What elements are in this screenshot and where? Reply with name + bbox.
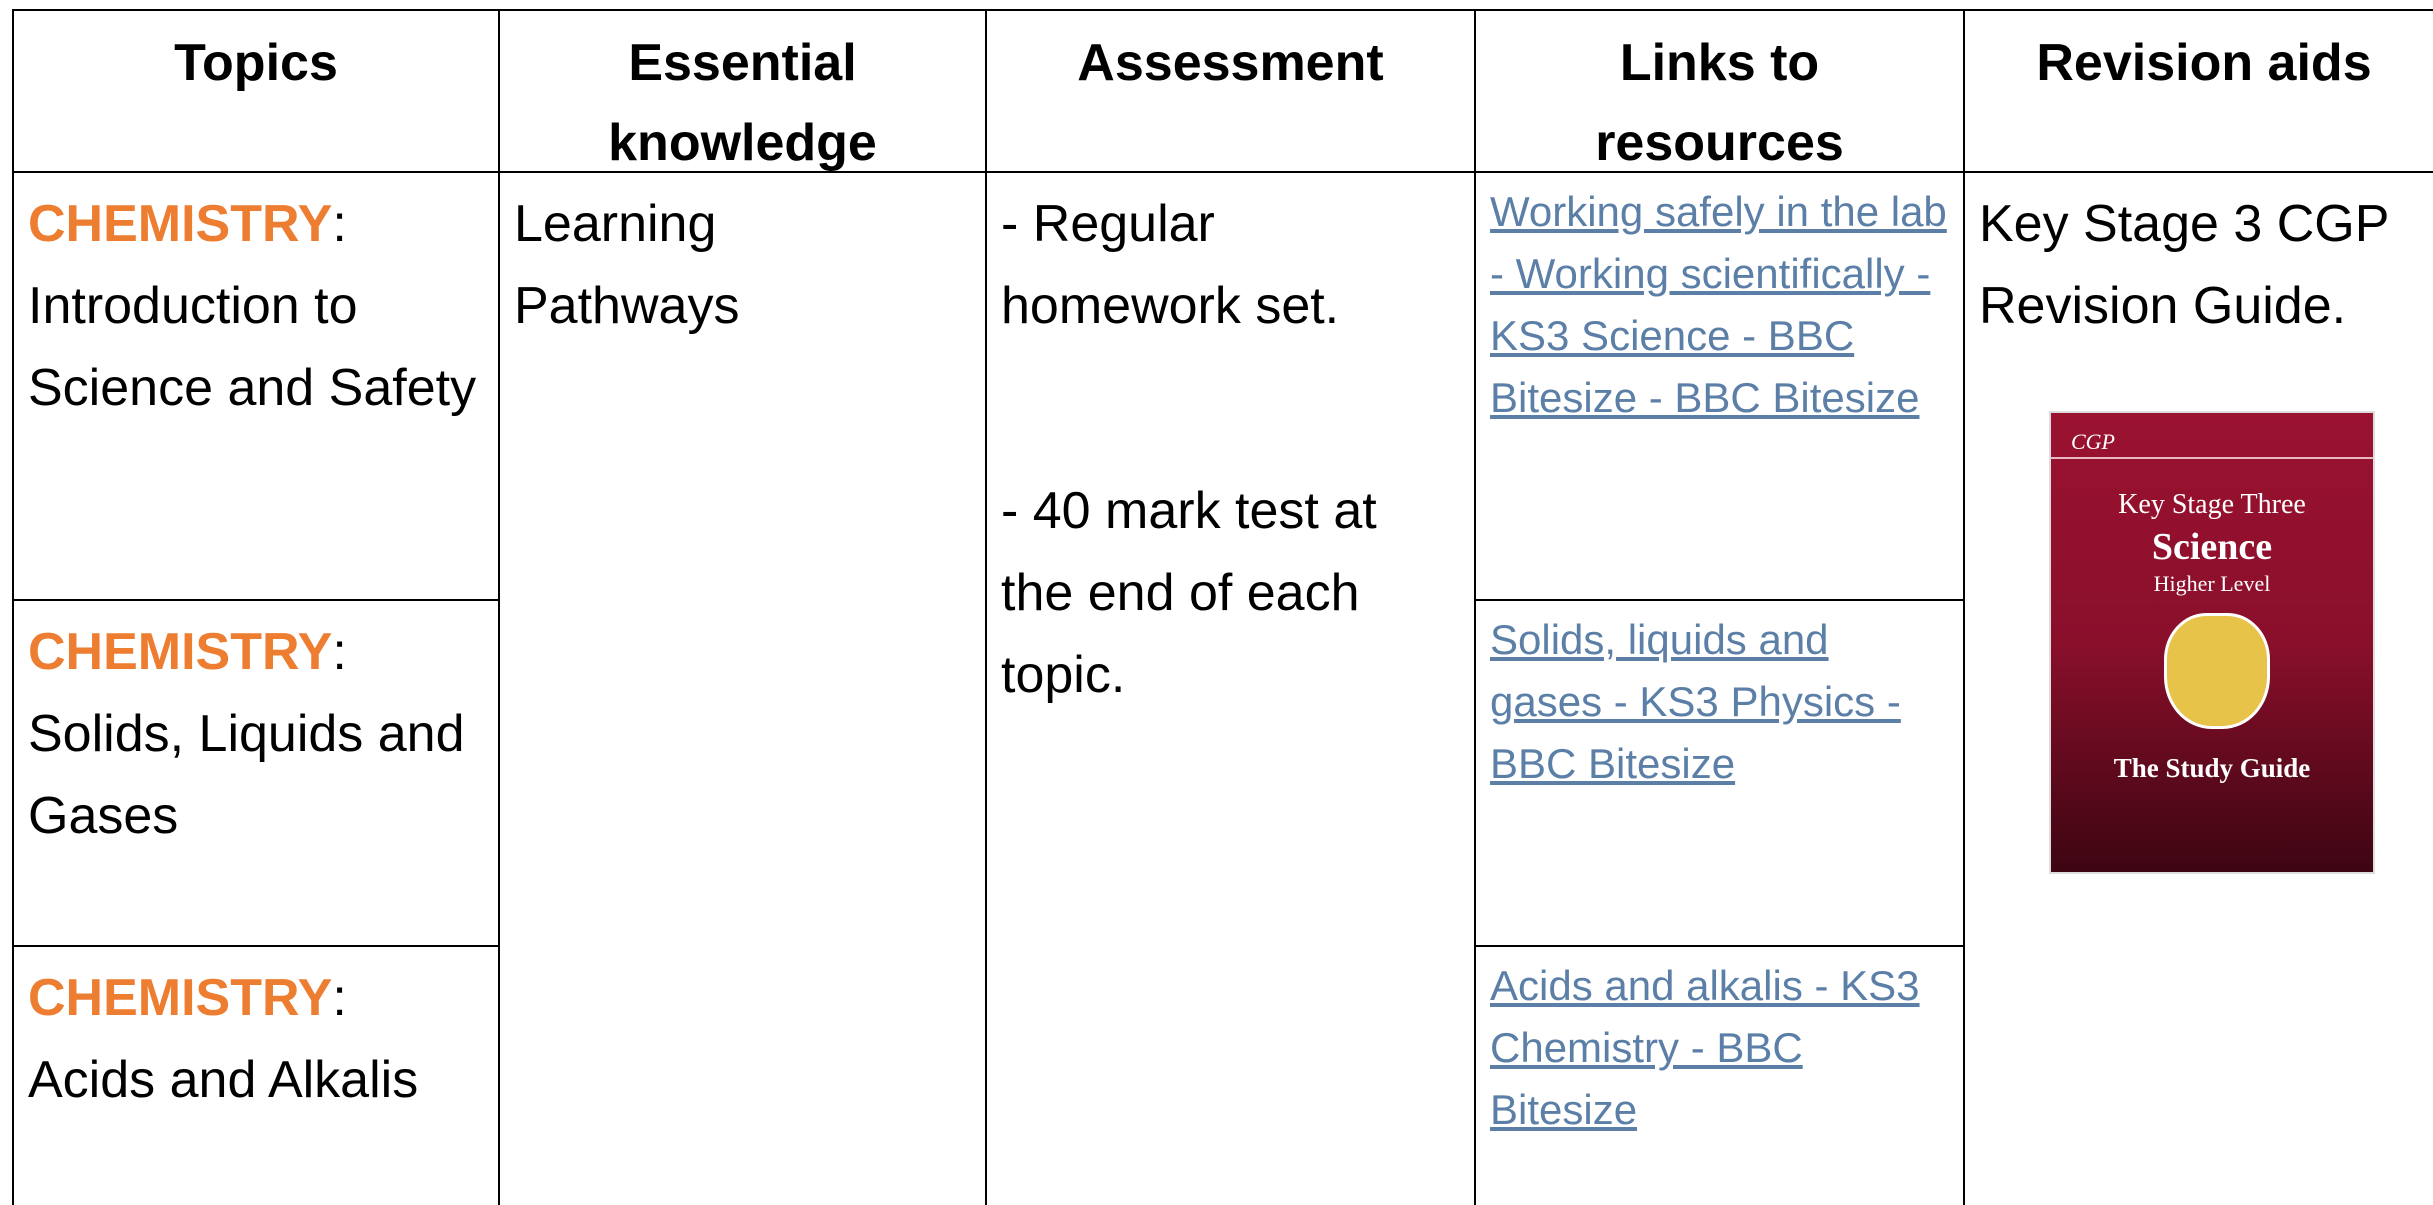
cover-subject: Science bbox=[2151, 526, 2273, 568]
link-cell: Acids and alkalis - KS3 Chemistry - BBC … bbox=[1474, 945, 1963, 1205]
assessment-cell: - Regular homework set. - 40 mark test a… bbox=[985, 171, 1474, 1205]
revision-text: Key Stage 3 CGP Revision Guide. bbox=[1979, 195, 2389, 335]
subject: CHEMISTRY bbox=[28, 969, 333, 1027]
header-cell: Links to resources bbox=[1474, 9, 1963, 172]
essential-cell: Learning Pathways bbox=[498, 171, 985, 1205]
resource-link[interactable]: Acids and alkalis - KS3 Chemistry - BBC … bbox=[1490, 962, 1920, 1133]
header-text: Essential knowledge bbox=[608, 34, 877, 172]
separator: : bbox=[332, 623, 347, 681]
assessment-item: - 40 mark test at the end of each topic. bbox=[1001, 482, 1377, 704]
link-cell: Working safely in the lab - Working scie… bbox=[1474, 171, 1963, 599]
revision-cell: Key Stage 3 CGP Revision Guide. bbox=[1963, 171, 2433, 1205]
topic-title: Solids, Liquids and Gases bbox=[28, 705, 465, 845]
cover-stripe bbox=[2051, 457, 2373, 459]
header-cell: Assessment bbox=[985, 9, 1474, 171]
header-text: Assessment bbox=[1077, 34, 1384, 92]
cover-level: Higher Level bbox=[2153, 571, 2271, 596]
link-cell: Solids, liquids and gases - KS3 Physics … bbox=[1474, 599, 1963, 945]
topic-cell: CHEMISTRY: Solids, Liquids and Gases bbox=[12, 599, 498, 945]
resource-link[interactable]: Solids, liquids and gases - KS3 Physics … bbox=[1490, 616, 1901, 787]
header-text: Links to resources bbox=[1595, 34, 1844, 172]
header-text: Revision aids bbox=[2036, 34, 2372, 92]
topic-title: Introduction to Science and Safety bbox=[28, 277, 477, 417]
header-text: Topics bbox=[174, 34, 338, 92]
essential-text: Learning Pathways bbox=[514, 195, 740, 335]
topic-cell: CHEMISTRY: Acids and Alkalis bbox=[12, 945, 498, 1205]
header-cell: Revision aids bbox=[1963, 9, 2433, 171]
topic-cell: CHEMISTRY: Introduction to Science and Sa… bbox=[12, 171, 498, 599]
book-cover: CGP Key Stage Three Science Higher Level… bbox=[2049, 411, 2375, 874]
cover-publisher: CGP bbox=[2071, 429, 2115, 454]
resource-link[interactable]: Working safely in the lab - Working scie… bbox=[1490, 188, 1947, 421]
cover-stage: Key Stage Three bbox=[2118, 489, 2306, 520]
topic-title: Acids and Alkalis bbox=[28, 1051, 419, 1109]
header-cell: Topics bbox=[12, 9, 498, 171]
separator: : bbox=[332, 195, 347, 253]
subject: CHEMISTRY bbox=[28, 623, 333, 681]
assessment-item: - Regular homework set. bbox=[1001, 195, 1340, 335]
separator: : bbox=[332, 969, 347, 1027]
cover-emblem bbox=[2164, 613, 2270, 729]
cover-subtitle: The Study Guide bbox=[2113, 753, 2311, 783]
subject: CHEMISTRY bbox=[28, 195, 333, 253]
header-cell: Essential knowledge bbox=[498, 9, 985, 172]
